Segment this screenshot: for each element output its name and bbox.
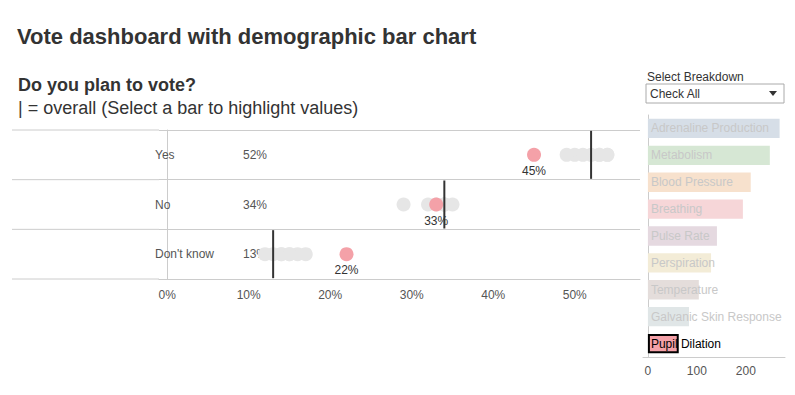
- svg-text:Galvanic Skin Response: Galvanic Skin Response: [651, 310, 782, 324]
- svg-text:Blood Pressure: Blood Pressure: [651, 175, 733, 189]
- svg-text:Check All: Check All: [650, 87, 700, 101]
- svg-text:Vote dashboard with demographi: Vote dashboard with demographic bar char…: [17, 24, 477, 49]
- svg-text:22%: 22%: [334, 263, 358, 277]
- svg-text:Breathing: Breathing: [651, 202, 702, 216]
- svg-text:34%: 34%: [243, 198, 267, 212]
- svg-text:Do you plan to vote?: Do you plan to vote?: [18, 75, 196, 95]
- svg-text:10%: 10%: [237, 288, 261, 302]
- svg-text:Yes: Yes: [155, 148, 175, 162]
- svg-text:Perspiration: Perspiration: [651, 256, 715, 270]
- svg-text:0: 0: [645, 364, 652, 378]
- svg-text:13%: 13%: [243, 247, 267, 262]
- svg-text:| = overall (Select a bar to h: | = overall (Select a bar to highlight v…: [18, 98, 358, 118]
- svg-text:Adrenaline Production: Adrenaline Production: [651, 121, 769, 135]
- svg-text:200: 200: [736, 364, 756, 378]
- svg-text:Temperature: Temperature: [651, 283, 719, 297]
- svg-text:45%: 45%: [522, 164, 546, 178]
- svg-text:0%: 0%: [158, 288, 176, 302]
- svg-text:Don't know: Don't know: [155, 247, 214, 261]
- svg-text:Pulse Rate: Pulse Rate: [651, 229, 710, 243]
- svg-text:Metabolism: Metabolism: [651, 148, 712, 162]
- svg-text:100: 100: [687, 364, 707, 378]
- svg-text:33%: 33%: [424, 213, 449, 228]
- svg-text:40%: 40%: [481, 288, 505, 302]
- svg-text:52%: 52%: [243, 148, 267, 162]
- svg-text:No: No: [155, 198, 171, 212]
- svg-text:20%: 20%: [318, 288, 342, 302]
- svg-text:Select Breakdown: Select Breakdown: [647, 70, 744, 84]
- svg-text:50%: 50%: [563, 288, 587, 302]
- svg-text:Pupil Dilation: Pupil Dilation: [651, 337, 721, 351]
- svg-text:30%: 30%: [400, 288, 424, 302]
